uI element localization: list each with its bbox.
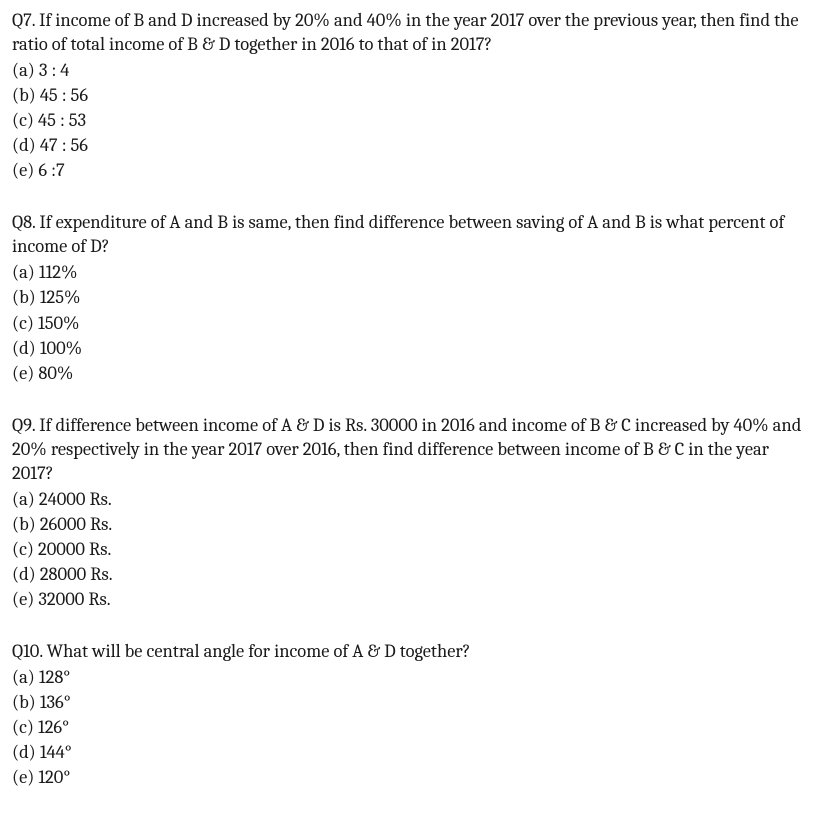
option-e: (e) 80% <box>12 361 806 385</box>
question-prompt: Q8. If expenditure of A and B is same, t… <box>12 210 806 258</box>
option-b: (b) 125% <box>12 285 806 309</box>
option-c: (c) 150% <box>12 311 806 335</box>
option-a: (a) 128° <box>12 665 806 689</box>
option-d: (d) 100% <box>12 336 806 360</box>
question-7: Q7. If income of B and D increased by 20… <box>12 8 806 182</box>
question-prompt: Q9. If difference between income of A & … <box>12 413 806 485</box>
option-c: (c) 45 : 53 <box>12 108 806 132</box>
option-a: (a) 3 : 4 <box>12 58 806 82</box>
option-e: (e) 6 :7 <box>12 158 806 182</box>
question-8: Q8. If expenditure of A and B is same, t… <box>12 210 806 384</box>
option-e: (e) 32000 Rs. <box>12 587 806 611</box>
question-10: Q10. What will be central angle for inco… <box>12 639 806 789</box>
question-prompt: Q10. What will be central angle for inco… <box>12 639 806 663</box>
option-d: (d) 47 : 56 <box>12 133 806 157</box>
option-d: (d) 144° <box>12 740 806 764</box>
question-9: Q9. If difference between income of A & … <box>12 413 806 611</box>
option-c: (c) 126° <box>12 715 806 739</box>
option-b: (b) 136° <box>12 690 806 714</box>
option-a: (a) 112% <box>12 260 806 284</box>
question-prompt: Q7. If income of B and D increased by 20… <box>12 8 806 56</box>
option-b: (b) 26000 Rs. <box>12 512 806 536</box>
option-e: (e) 120° <box>12 765 806 789</box>
option-c: (c) 20000 Rs. <box>12 537 806 561</box>
option-b: (b) 45 : 56 <box>12 83 806 107</box>
option-d: (d) 28000 Rs. <box>12 562 806 586</box>
option-a: (a) 24000 Rs. <box>12 487 806 511</box>
